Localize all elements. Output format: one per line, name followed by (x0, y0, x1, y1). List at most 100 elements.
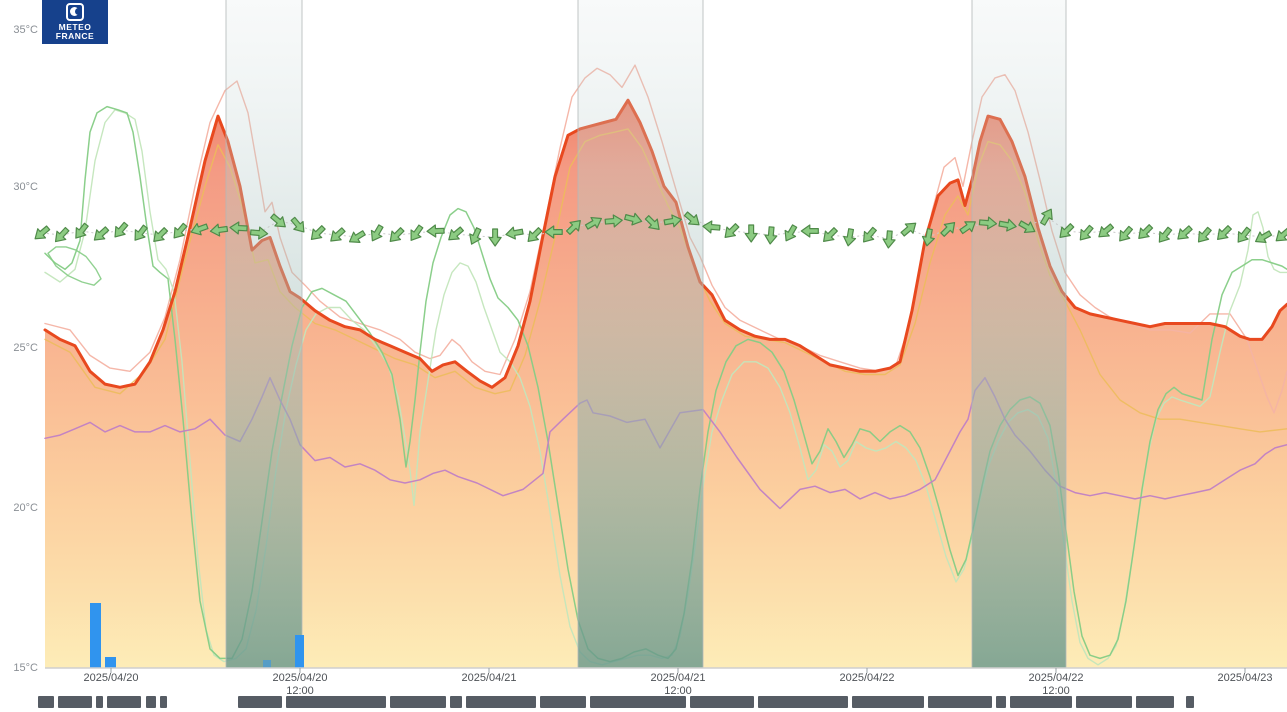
wind-arrow-icon (505, 226, 524, 240)
wind-arrow-icon (370, 224, 384, 242)
x-tick-label: 2025/04/23 (1217, 672, 1273, 684)
wind-arrow-icon (75, 222, 89, 239)
wind-arrow-icon (310, 225, 326, 240)
wind-arrow-icon (1177, 225, 1193, 240)
wind-arrow-icon (1079, 224, 1094, 241)
wind-arrow-icon (998, 218, 1017, 232)
wind-arrow-icon (1098, 223, 1115, 238)
wind-arrow-icon (448, 226, 464, 241)
y-tick-label: 15°C (13, 662, 38, 674)
wind-arrow-icon (426, 224, 445, 238)
clipped-letter-tops (758, 696, 848, 708)
clipped-letter-tops (58, 696, 92, 708)
wind-arrow-icon (1158, 226, 1173, 243)
clipped-letter-tops (160, 696, 167, 708)
wind-arrow-icon (229, 221, 248, 235)
meteo-france-icon (66, 3, 84, 21)
clipped-letter-tops (928, 696, 992, 708)
wind-arrow-icon (1197, 226, 1212, 243)
x-tick-label: 2025/04/20 (83, 672, 139, 684)
meteo-france-logo: METEO FRANCE (42, 0, 108, 44)
y-tick-label: 25°C (13, 342, 38, 354)
x-tick-label: 2025/04/21 12:00 (650, 672, 706, 697)
wind-arrow-icon (744, 224, 758, 243)
green-loop (47, 246, 102, 286)
wind-arrow-icon (93, 226, 110, 241)
logo-text-line1: METEO (58, 22, 92, 32)
clipped-letter-tops (96, 696, 103, 708)
wind-arrow-icon (800, 224, 819, 238)
clipped-letter-tops (1158, 696, 1174, 708)
clipped-letter-tops (286, 696, 386, 708)
wind-arrow-icon (644, 215, 660, 230)
x-axis (45, 667, 1287, 673)
wind-arrow-icon (527, 227, 543, 242)
wind-arrow-icon (153, 227, 169, 242)
wind-arrow-icon (683, 211, 700, 226)
clipped-letter-tops (146, 696, 156, 708)
wind-arrow-icon (249, 226, 269, 240)
wind-arrow-icon (34, 225, 51, 240)
wind-arrow-icon (624, 212, 643, 226)
clipped-letter-tops (107, 696, 141, 708)
wind-arrow-icon (1138, 224, 1154, 239)
wind-arrow-icon (469, 227, 482, 245)
wind-arrow-icon (410, 224, 424, 241)
wind-arrow-icon (348, 230, 366, 243)
wind-arrow-icon (544, 225, 563, 239)
wind-arrow-icon (173, 222, 188, 239)
x-tick-label: 2025/04/21 (461, 672, 517, 684)
y-tick-label: 30°C (13, 181, 38, 193)
wind-arrow-icon (114, 221, 129, 238)
wind-arrow-icon (389, 227, 405, 242)
wind-arrow-icon (863, 226, 877, 243)
wind-arrow-icon (978, 216, 998, 230)
wind-arrow-icon (270, 213, 286, 228)
clipped-letter-tops (540, 696, 586, 708)
clipped-letter-tops (450, 696, 462, 708)
wind-arrow-icon (1018, 220, 1036, 234)
wind-arrow-icon (1059, 223, 1075, 238)
wind-arrow-icon (190, 222, 209, 236)
y-tick-label: 20°C (13, 502, 38, 514)
wind-arrow-icon (663, 214, 682, 228)
wind-arrow-icon (702, 220, 721, 234)
wind-arrow-icon (882, 230, 896, 249)
wind-arrow-icon (209, 223, 229, 237)
clipped-letter-tops (1010, 696, 1072, 708)
x-tick-label: 2025/04/20 12:00 (272, 672, 328, 697)
wind-arrow-icon (921, 228, 935, 247)
clipped-letter-tops (38, 696, 54, 708)
wind-arrow-icon (1119, 225, 1134, 242)
wind-direction-arrows (34, 208, 1287, 249)
wind-arrow-icon (784, 224, 798, 242)
clipped-letter-tops (238, 696, 282, 708)
wind-arrow-icon (764, 226, 778, 245)
wind-arrow-icon (290, 216, 305, 233)
clipped-letter-tops (690, 696, 754, 708)
wind-arrow-icon (604, 214, 623, 228)
clipped-letter-tops (852, 696, 924, 708)
wind-arrow-icon (823, 227, 838, 242)
clipped-letter-tops (1076, 696, 1132, 708)
wind-arrow-icon (900, 222, 917, 237)
wind-arrow-icon (488, 228, 502, 247)
wind-arrow-icon (330, 227, 346, 242)
clipped-letter-tops (466, 696, 536, 708)
clipped-letter-tops (996, 696, 1006, 708)
wind-arrow-icon (843, 228, 857, 247)
x-tick-label: 2025/04/22 12:00 (1028, 672, 1084, 697)
wind-arrow-icon (1255, 230, 1273, 244)
wind-arrow-icon (565, 220, 581, 235)
y-tick-label: 35°C (13, 24, 38, 36)
wind-arrow-icon (1275, 227, 1287, 242)
wind-arrow-icon (54, 226, 70, 243)
wind-arrow-icon (940, 222, 956, 237)
clipped-letter-tops (590, 696, 686, 708)
clipped-letter-tops (1186, 696, 1194, 708)
wind-arrow-icon (584, 216, 602, 230)
wind-arrow-icon (959, 221, 976, 235)
wind-arrow-icon (1217, 225, 1232, 240)
